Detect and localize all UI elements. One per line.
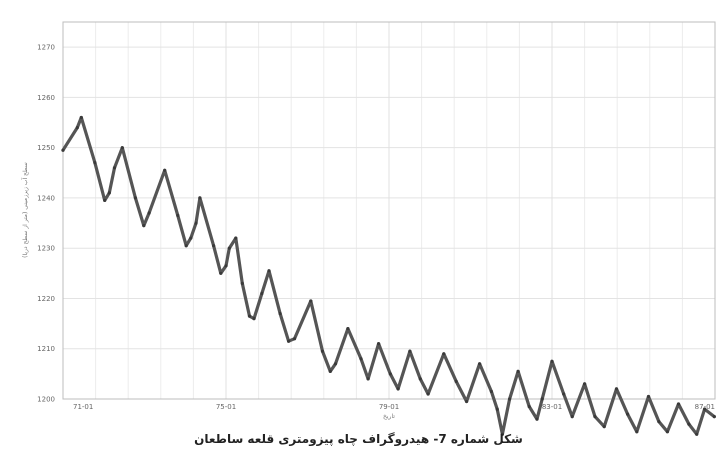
y-tick-label: 1230 [37,245,55,253]
x-tick-label: 71-01 [73,403,93,411]
data-point [635,430,639,434]
data-point [333,362,338,366]
y-tick-label: 1240 [37,194,55,202]
data-point [133,196,137,200]
data-point [252,317,256,321]
data-point [489,389,493,394]
data-point [103,198,107,202]
data-point [198,196,202,200]
data-point [388,372,392,376]
data-point [247,314,252,318]
data-point [516,369,520,373]
data-point [562,392,566,396]
data-point [500,432,504,436]
data-point [75,126,79,130]
data-point [614,387,619,391]
data-point [687,422,691,426]
data-point [189,236,193,240]
y-axis-ticks: 1200 1210 1220 1230 1240 1250 1260 1270 [37,44,55,404]
data-point [147,211,151,215]
x-tick-label: 83-01 [542,403,562,411]
data-point [540,397,544,401]
data-point [234,236,238,240]
data-point [454,379,458,383]
figure-caption: شکل شماره 7- هیدروگراف چاه پیزومتری قلعه… [194,432,523,446]
data-point [320,349,325,353]
data-point [478,362,482,366]
data-point [602,425,606,429]
data-point [550,359,554,363]
series-layer [61,115,716,436]
x-tick-label: 79-01 [379,403,399,411]
data-point [712,415,716,419]
plot-area [62,21,716,400]
data-point [107,191,111,195]
data-point [260,291,264,295]
x-tick-label: 87-01 [695,403,715,411]
data-point [163,168,167,172]
data-point [366,377,370,381]
data-point [646,394,651,399]
y-tick-label: 1260 [37,94,55,102]
data-point [219,271,223,275]
data-point [508,397,512,401]
data-point [442,352,446,356]
data-point [309,299,313,303]
grid [62,22,716,400]
y-tick-label: 1270 [37,44,55,52]
data-point [426,392,430,396]
data-point [93,161,97,165]
data-point [212,244,216,248]
data-point [184,244,188,248]
data-point [292,337,297,341]
data-point [120,146,124,150]
data-point [359,357,363,361]
y-tick-label: 1200 [37,396,55,404]
data-point [61,148,65,152]
data-point [396,387,400,391]
data-point [703,407,707,411]
data-point [408,349,412,353]
data-point [377,342,381,346]
data-point [267,269,271,273]
data-point [287,339,291,343]
data-point [527,404,531,409]
data-point [240,281,244,285]
data-point [676,402,681,406]
data-point [495,407,499,411]
y-tick-label: 1210 [37,345,55,353]
data-point [695,432,699,436]
data-point [657,420,661,424]
data-point [176,213,180,218]
y-tick-label: 1220 [37,295,55,303]
data-point [224,264,228,268]
data-point [665,430,670,434]
data-point [626,412,630,416]
series-line [61,115,716,436]
x-axis-label: تاریخ [383,413,395,420]
data-point [79,115,83,120]
data-point [583,382,587,386]
data-point [194,221,198,225]
y-axis-label: سطح آب زیرزمینی (متر از سطح دریا) [20,162,29,258]
data-point [142,224,146,228]
x-tick-label: 75-01 [216,403,236,411]
data-point [278,311,282,316]
data-point [418,377,422,381]
data-point [112,166,117,170]
y-tick-label: 1250 [37,144,55,152]
data-point [346,327,350,331]
x-axis-ticks: 71-01 75-01 79-01 83-01 87-01 [73,403,715,411]
data-point [535,417,539,421]
data-point [570,415,574,419]
data-point [465,399,469,404]
data-point [593,415,597,419]
data-point [227,246,231,250]
data-point [328,369,332,373]
